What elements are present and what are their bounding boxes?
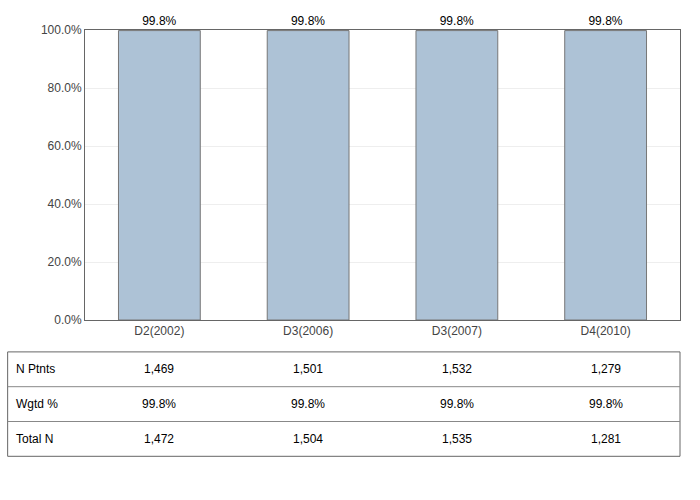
svg-text:99.8%: 99.8% [440, 397, 474, 411]
svg-text:1,472: 1,472 [144, 432, 174, 446]
svg-text:Total N: Total N [16, 432, 53, 446]
svg-text:1,279: 1,279 [591, 362, 621, 376]
svg-text:N Ptnts: N Ptnts [16, 362, 55, 376]
svg-text:1,281: 1,281 [591, 432, 621, 446]
svg-text:1,535: 1,535 [442, 432, 472, 446]
svg-text:0.0%: 0.0% [54, 313, 82, 327]
svg-text:99.8%: 99.8% [291, 14, 325, 28]
svg-text:D2(2002): D2(2002) [134, 324, 184, 338]
svg-text:1,469: 1,469 [144, 362, 174, 376]
svg-text:100.0%: 100.0% [41, 23, 82, 37]
svg-text:80.0%: 80.0% [48, 81, 82, 95]
svg-text:99.8%: 99.8% [142, 397, 176, 411]
svg-text:40.0%: 40.0% [48, 197, 82, 211]
svg-text:99.8%: 99.8% [142, 14, 176, 28]
svg-text:D4(2010): D4(2010) [581, 324, 631, 338]
svg-text:1,504: 1,504 [293, 432, 323, 446]
svg-text:99.8%: 99.8% [291, 397, 325, 411]
svg-text:Wgtd %: Wgtd % [16, 397, 58, 411]
svg-text:D3(2007): D3(2007) [432, 324, 482, 338]
svg-text:1,501: 1,501 [293, 362, 323, 376]
svg-text:20.0%: 20.0% [48, 255, 82, 269]
svg-text:99.8%: 99.8% [589, 397, 623, 411]
svg-text:99.8%: 99.8% [440, 14, 474, 28]
svg-text:99.8%: 99.8% [588, 14, 622, 28]
svg-text:D3(2006): D3(2006) [283, 324, 333, 338]
svg-text:1,532: 1,532 [442, 362, 472, 376]
svg-text:60.0%: 60.0% [48, 139, 82, 153]
